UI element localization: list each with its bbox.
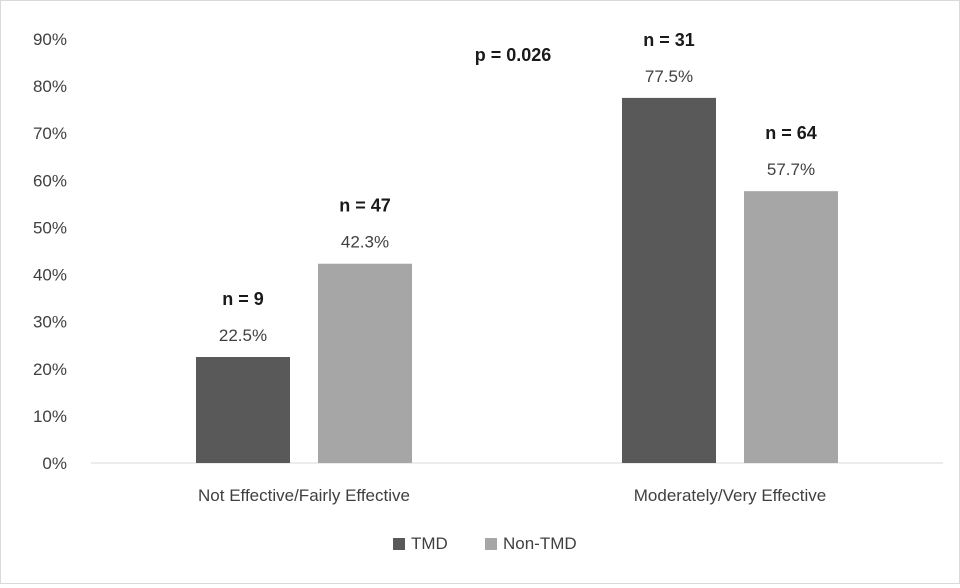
y-tick-label: 40% <box>33 266 67 285</box>
legend-label: TMD <box>411 534 448 553</box>
legend-swatch <box>485 538 497 550</box>
bar-count-label: n = 47 <box>339 196 391 216</box>
bar-value-label: 42.3% <box>341 233 389 252</box>
legend-swatch <box>393 538 405 550</box>
y-tick-label: 30% <box>33 313 67 332</box>
x-category-label: Moderately/Very Effective <box>634 486 826 505</box>
bar-value-label: 57.7% <box>767 160 815 179</box>
bar-count-label: n = 31 <box>643 30 695 50</box>
y-tick-label: 70% <box>33 124 67 143</box>
bar-value-label: 22.5% <box>219 326 267 345</box>
bar-count-label: n = 9 <box>222 289 264 309</box>
bar <box>744 191 838 463</box>
bar <box>196 357 290 463</box>
y-tick-label: 90% <box>33 30 67 49</box>
y-tick-label: 0% <box>42 454 67 473</box>
y-tick-label: 50% <box>33 218 67 237</box>
bar <box>318 263 412 463</box>
p-value-annotation: p = 0.026 <box>475 45 552 65</box>
y-tick-label: 60% <box>33 171 67 190</box>
y-tick-label: 20% <box>33 360 67 379</box>
bar-count-label: n = 64 <box>765 123 817 143</box>
y-tick-label: 10% <box>33 407 67 426</box>
bar <box>622 97 716 463</box>
bar-value-label: 77.5% <box>645 67 693 86</box>
x-category-label: Not Effective/Fairly Effective <box>198 486 410 505</box>
legend-label: Non-TMD <box>503 534 577 553</box>
y-tick-label: 80% <box>33 77 67 96</box>
